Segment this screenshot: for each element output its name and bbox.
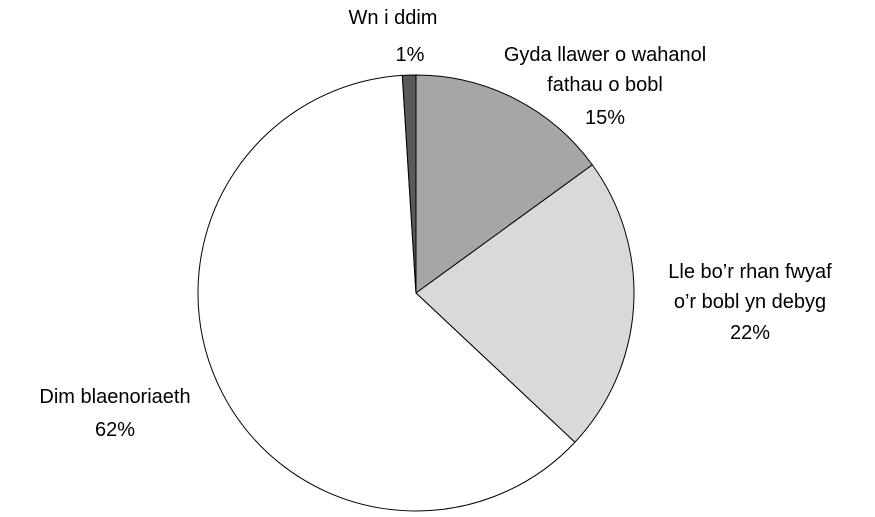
slice-label: Lle bo’r rhan fwyaf o’r bobl yn debyg [668,261,832,313]
slice-value-label: 15% [584,107,626,129]
pie-slice [197,74,576,512]
slice-value-label: 1% [395,44,425,66]
slice-label: Dim blaenoriaeth [39,386,191,408]
slice-label: Wn i ddim [348,7,438,29]
pie-slice [401,74,417,294]
pie-slice [415,164,635,443]
pie-slice [415,74,594,294]
slice-value-label: 62% [94,419,136,441]
slice-value-label: 22% [729,322,771,344]
slice-label: Gyda llawer o wahanol fathau o bobl [503,44,707,96]
